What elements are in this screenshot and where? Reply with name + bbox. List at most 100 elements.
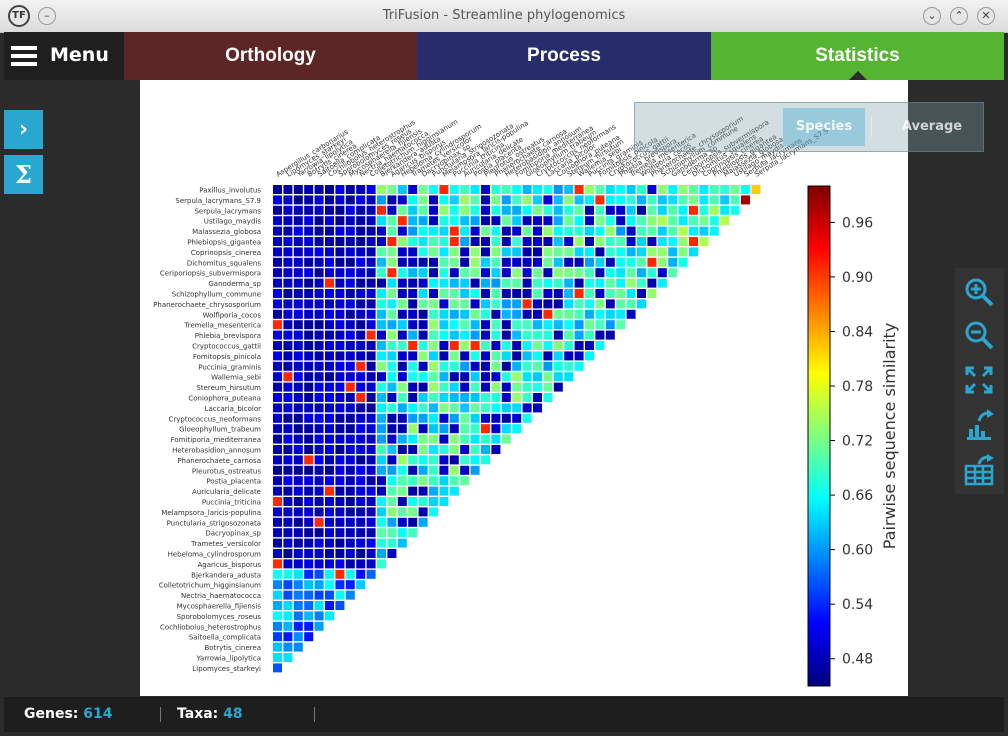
heatmap-cell <box>314 434 324 444</box>
tab-orthology[interactable]: Orthology <box>124 32 417 80</box>
heatmap-cell <box>720 205 730 215</box>
heatmap-cell <box>387 185 397 194</box>
heatmap-cell <box>335 601 345 610</box>
heatmap-cell <box>293 351 303 361</box>
average-toggle-button[interactable]: Average <box>901 119 963 134</box>
heatmap-cell <box>335 476 345 486</box>
heatmap-cell <box>397 351 407 361</box>
heatmap-cell <box>366 195 376 205</box>
close-button[interactable]: ✕ <box>977 7 995 25</box>
heatmap-cell <box>491 382 501 392</box>
heatmap-cell <box>533 341 542 350</box>
heatmap-cell <box>304 289 314 298</box>
heatmap-cell <box>626 309 636 319</box>
heatmap-cell <box>418 403 428 413</box>
heatmap-cell <box>314 580 324 590</box>
tab-process[interactable]: Process <box>417 32 711 80</box>
heatmap-cell <box>387 538 397 548</box>
heatmap-cell <box>605 216 615 226</box>
heatmap-cell <box>678 226 688 236</box>
heatmap-cell <box>304 445 314 454</box>
heatmap-cell <box>304 517 314 527</box>
heatmap-cell <box>605 205 615 215</box>
zoom-out-icon[interactable] <box>963 319 995 351</box>
heatmap-cell <box>283 320 293 330</box>
menu-button[interactable]: Menu <box>4 32 124 80</box>
heatmap-cell <box>273 382 282 392</box>
heatmap-cell <box>522 372 532 382</box>
window-menu-button[interactable]: – <box>38 7 56 25</box>
row-label: Sporobolomyces_roseus <box>177 613 262 621</box>
heatmap-cell <box>668 237 678 246</box>
heatmap-cell <box>314 424 324 434</box>
heatmap-cell <box>501 289 511 298</box>
heatmap-cell <box>356 195 366 205</box>
heatmap-cell <box>408 320 418 330</box>
heatmap-cell <box>293 268 303 278</box>
heatmap-cell <box>449 486 459 496</box>
heatmap-cell <box>314 309 324 319</box>
heatmap-cell <box>605 299 615 309</box>
fit-to-screen-icon[interactable] <box>963 364 995 396</box>
heatmap-cell <box>304 205 314 215</box>
minimize-button[interactable]: ⌄ <box>923 7 941 25</box>
heatmap-cell <box>678 195 688 205</box>
heatmap-cell <box>366 309 376 319</box>
heatmap-cell <box>345 185 355 194</box>
heatmap-cell <box>325 590 334 600</box>
heatmap-cell <box>304 257 314 267</box>
heatmap-cell <box>356 465 366 475</box>
heatmap-cell <box>533 247 542 257</box>
species-toggle-button[interactable]: Species <box>783 108 865 146</box>
heatmap-cell <box>335 299 345 309</box>
heatmap-cell <box>397 486 407 496</box>
heatmap-cell <box>366 413 376 423</box>
heatmap-cell <box>356 445 366 454</box>
heatmap-cell <box>481 289 490 298</box>
heatmap-cell <box>470 465 480 475</box>
heatmap-cell <box>314 569 324 579</box>
heatmap-cell <box>345 382 355 392</box>
heatmap-cell <box>657 205 667 215</box>
heatmap-cell <box>387 393 397 402</box>
heatmap-cell <box>314 205 324 215</box>
heatmap-cell <box>449 216 459 226</box>
heatmap-cell <box>595 341 605 350</box>
toggle-separator <box>871 117 872 137</box>
heatmap-cell <box>470 455 480 465</box>
expand-sidebar-button[interactable]: › <box>4 110 43 149</box>
heatmap-cell <box>689 185 698 194</box>
heatmap-cell <box>460 424 470 434</box>
heatmap-cell <box>481 216 490 226</box>
heatmap-cell <box>345 257 355 267</box>
row-label: Ustilago_maydis <box>204 218 262 226</box>
heatmap-cell <box>533 278 542 288</box>
heatmap-cell <box>304 216 314 226</box>
heatmap-cell <box>397 237 407 246</box>
heatmap-cell <box>397 434 407 444</box>
heatmap-cell <box>605 237 615 246</box>
heatmap-cell <box>439 247 449 257</box>
heatmap-cell <box>283 424 293 434</box>
heatmap-cell <box>439 257 449 267</box>
sigma-stats-button[interactable]: Σ <box>4 155 43 194</box>
heatmap-cell <box>501 299 511 309</box>
heatmap-cell <box>553 205 563 215</box>
heatmap-cell <box>418 185 428 194</box>
export-figure-icon[interactable] <box>963 409 995 441</box>
maximize-button[interactable]: ⌃ <box>950 7 968 25</box>
heatmap-cell <box>481 413 490 423</box>
heatmap-cell <box>449 299 459 309</box>
heatmap-cell <box>325 445 334 454</box>
heatmap-cell <box>460 434 470 444</box>
heatmap-cell <box>273 403 282 413</box>
plot-panel: Paxillus_involutus Serpula_lacrymans_S7.9… <box>140 80 908 696</box>
heatmap-cell <box>449 268 459 278</box>
heatmap-cell <box>657 195 667 205</box>
export-table-icon[interactable] <box>963 454 995 486</box>
heatmap-cell <box>429 268 438 278</box>
heatmap-cell <box>429 278 438 288</box>
heatmap-cell <box>626 226 636 236</box>
zoom-in-icon[interactable] <box>963 276 995 308</box>
heatmap-cell <box>356 278 366 288</box>
